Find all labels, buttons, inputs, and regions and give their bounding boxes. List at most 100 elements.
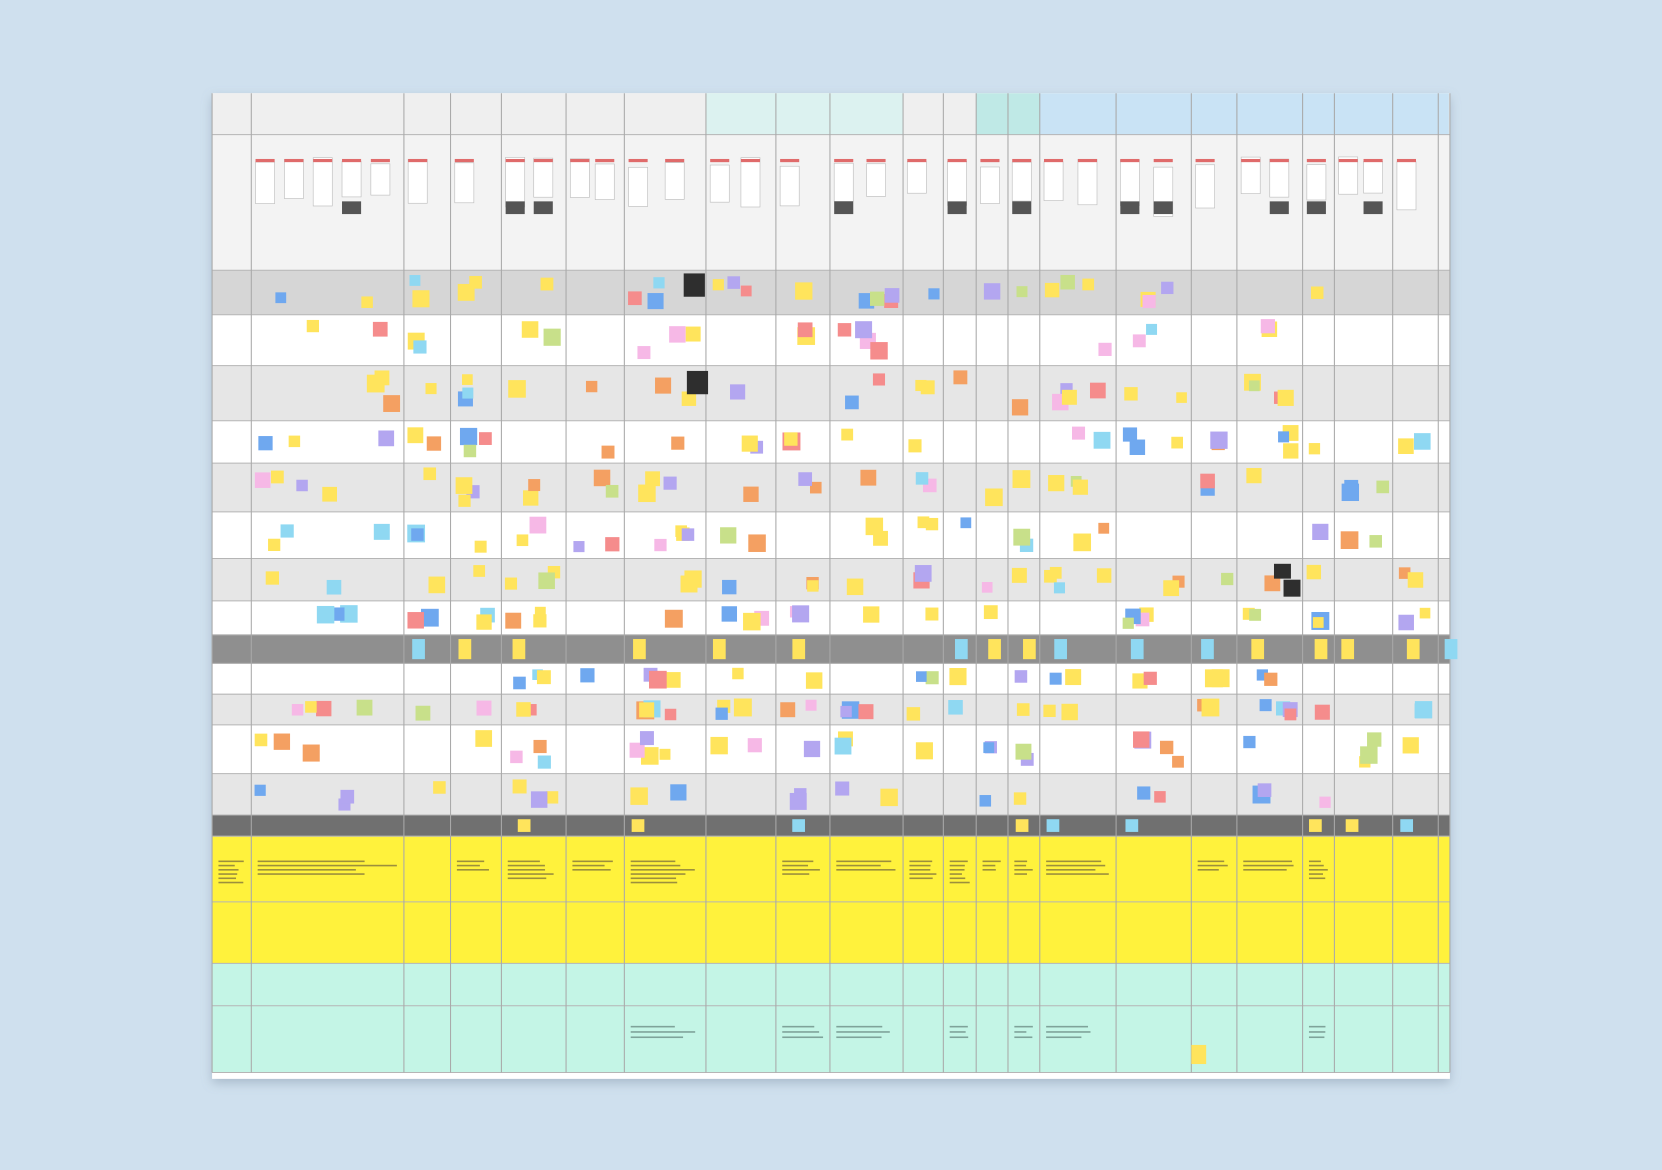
sticky-note [1011, 399, 1029, 416]
text-placeholder [456, 869, 489, 871]
sticky-note [1308, 443, 1321, 455]
sticky-note [1098, 342, 1112, 356]
sticky-note [593, 469, 611, 487]
sticky-note [1345, 819, 1359, 832]
text-placeholder [982, 869, 996, 871]
sticky-note [721, 606, 738, 622]
sticky-note [540, 277, 554, 291]
text-placeholder [782, 869, 820, 871]
screen-accent [1306, 158, 1326, 163]
sticky-note [1129, 439, 1146, 455]
screen-accent [1241, 158, 1261, 163]
text-placeholder [1197, 860, 1225, 863]
lane [212, 600, 1450, 635]
sticky-note [265, 571, 280, 585]
sticky-note [528, 479, 541, 492]
sticky-note [1013, 528, 1031, 546]
screen-accent [1120, 158, 1140, 163]
sticky-note [869, 291, 885, 306]
sticky-note [1284, 708, 1297, 721]
sticky-note [378, 430, 395, 447]
lane [212, 773, 1450, 815]
text-placeholder [949, 881, 970, 884]
text-placeholder [257, 864, 397, 867]
sticky-note [1312, 617, 1324, 628]
sticky-note [1014, 670, 1028, 683]
screen-accent [866, 158, 886, 163]
screen-accent [342, 158, 362, 163]
screen-thumbnail [866, 163, 886, 197]
text-placeholder [1014, 873, 1027, 875]
sticky-note [1367, 732, 1382, 747]
screen-thumbnail [284, 159, 304, 199]
screen-thumbnail [980, 166, 1000, 204]
sticky-note [1093, 431, 1111, 449]
text-placeholder [836, 860, 892, 863]
sticky-note [1013, 792, 1027, 805]
text-placeholder [1243, 860, 1293, 863]
sticky-note [537, 755, 551, 769]
sticky-note [1398, 438, 1414, 454]
sticky-note [288, 435, 301, 448]
text-placeholder [1046, 1031, 1091, 1033]
sticky-note [809, 481, 822, 494]
sticky-note [543, 328, 561, 346]
sticky-note [1072, 479, 1088, 495]
sticky-note [545, 791, 559, 804]
sticky-note [426, 436, 442, 451]
sticky-note [331, 607, 345, 621]
sticky-note [628, 291, 642, 306]
sticky-note [640, 747, 659, 765]
sticky-note [605, 537, 620, 552]
text-placeholder [949, 1031, 966, 1033]
screen-thumbnail [833, 162, 854, 202]
text-placeholder [1046, 869, 1096, 871]
text-placeholder [982, 864, 996, 867]
sticky-note [474, 540, 487, 553]
sticky-note [712, 279, 724, 291]
sticky-note [1012, 470, 1031, 488]
sticky-note [291, 704, 304, 716]
sticky-note [792, 639, 806, 660]
sticky-note [412, 290, 430, 308]
screen-accent [628, 158, 648, 163]
sticky-note [1072, 426, 1086, 440]
sticky-note [1125, 819, 1139, 832]
text-placeholder [1308, 869, 1328, 871]
sticky-note [1016, 703, 1030, 716]
screen-thumbnail [1240, 156, 1261, 194]
lane [212, 558, 1450, 601]
sticky-note [605, 484, 619, 498]
screen-accent [284, 158, 304, 163]
sticky-note [675, 525, 687, 537]
text-placeholder [1046, 860, 1102, 863]
lane [212, 420, 1450, 464]
sticky-note [372, 321, 388, 337]
sticky-note [1048, 475, 1065, 492]
screen-thumbnail [505, 157, 526, 208]
screen-dark [1153, 201, 1173, 215]
text-placeholder [949, 1025, 968, 1028]
sticky-note [873, 530, 888, 546]
sticky-note [1248, 380, 1260, 392]
text-placeholder [909, 869, 931, 871]
sticky-note [655, 377, 672, 394]
sticky-note [841, 428, 854, 441]
sticky-note [1309, 819, 1322, 832]
sticky-note [529, 516, 547, 534]
lane [212, 134, 1450, 271]
sticky-note [1278, 431, 1290, 443]
screen-accent [570, 158, 590, 163]
sticky-note [1257, 783, 1272, 797]
sticky-note [805, 672, 823, 689]
sticky-note [834, 737, 852, 755]
sticky-note [1204, 669, 1223, 688]
sticky-note [411, 528, 424, 541]
screen-thumbnail [1338, 156, 1359, 195]
sticky-note [789, 792, 807, 810]
sticky-note [340, 605, 358, 623]
sticky-note [988, 639, 1001, 660]
sticky-note [649, 670, 667, 689]
sticky-note [412, 639, 425, 660]
sticky-note [954, 639, 968, 660]
